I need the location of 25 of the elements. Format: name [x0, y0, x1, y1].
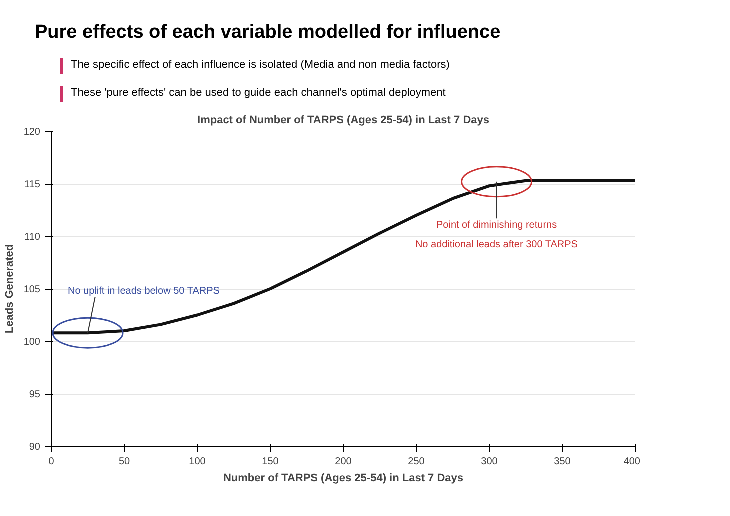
annotation: No uplift in leads below 50 TARPS — [68, 286, 220, 297]
x-tick-label: 250 — [408, 456, 426, 468]
y-tick-label: 90 — [29, 442, 41, 453]
x-tick-label: 150 — [262, 456, 280, 468]
x-tick-label: 350 — [554, 456, 572, 468]
x-tick-label: 50 — [118, 456, 130, 468]
y-tick-label: 120 — [24, 126, 41, 138]
x-tick-label: 200 — [335, 456, 352, 468]
text: Pure effects of each variable modelled for influence — [35, 21, 501, 45]
x-axis-title: Number of TARPS (Ages 25-54) in Last 7 Days — [223, 472, 464, 484]
y-tick-label: 105 — [24, 284, 41, 296]
y-tick-label: 95 — [29, 389, 41, 400]
y-tick-label: 100 — [24, 336, 41, 348]
y-axis-title: Leads Generated — [4, 244, 16, 334]
chart-title: Impact of Number of TARPS (Ages 25-54) in Last 7 Days — [198, 114, 490, 126]
x-tick-label: 0 — [48, 456, 55, 468]
annotation: Point of diminishing returns No additional leads after 300 TARPS — [415, 219, 578, 250]
y-tick-label: 115 — [24, 179, 41, 190]
line-series — [52, 178, 636, 334]
text: The specific effect of each influence is isolated (Media and non media factors) — [60, 58, 450, 74]
y-tick-label: 110 — [24, 232, 41, 243]
x-tick-label: 300 — [481, 456, 498, 468]
x-tick-label: 400 — [624, 456, 641, 468]
text: These 'pure effects' can be used to guide each channel's optimal deployment — [60, 86, 446, 102]
x-tick-label: 100 — [189, 456, 206, 468]
